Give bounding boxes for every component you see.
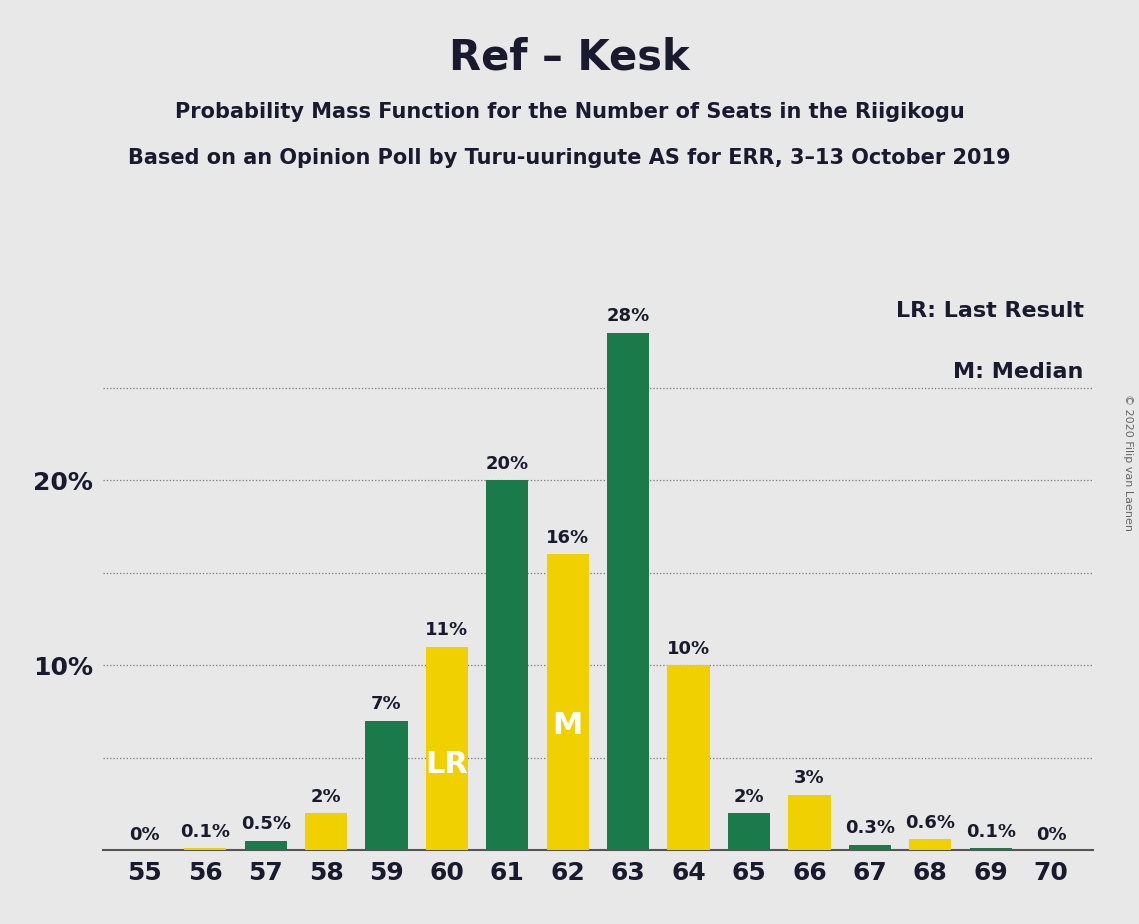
Text: Ref – Kesk: Ref – Kesk <box>449 37 690 79</box>
Text: Based on an Opinion Poll by Turu-uuringute AS for ERR, 3–13 October 2019: Based on an Opinion Poll by Turu-uuringu… <box>129 148 1010 168</box>
Bar <box>909 839 951 850</box>
Text: 28%: 28% <box>607 308 650 325</box>
Bar <box>728 813 770 850</box>
Text: LR: LR <box>426 750 468 779</box>
Bar <box>547 554 589 850</box>
Bar <box>969 848 1011 850</box>
Text: 0%: 0% <box>130 826 161 844</box>
Text: 0.5%: 0.5% <box>240 816 290 833</box>
Text: M: M <box>552 711 583 740</box>
Text: 0.3%: 0.3% <box>845 820 895 837</box>
Text: Probability Mass Function for the Number of Seats in the Riigikogu: Probability Mass Function for the Number… <box>174 102 965 122</box>
Text: © 2020 Filip van Laenen: © 2020 Filip van Laenen <box>1123 394 1133 530</box>
Bar <box>607 333 649 850</box>
Bar <box>185 848 227 850</box>
Text: M: Median: M: Median <box>953 362 1083 383</box>
Bar <box>426 647 468 850</box>
Text: 20%: 20% <box>485 456 528 473</box>
Bar <box>486 480 528 850</box>
Bar <box>245 841 287 850</box>
Text: 0.6%: 0.6% <box>906 814 956 832</box>
Text: 7%: 7% <box>371 696 402 713</box>
Bar <box>788 795 830 850</box>
Text: LR: Last Result: LR: Last Result <box>895 301 1083 322</box>
Text: 0.1%: 0.1% <box>966 823 1016 841</box>
Text: 2%: 2% <box>311 788 342 806</box>
Text: 16%: 16% <box>547 529 589 547</box>
Text: 2%: 2% <box>734 788 764 806</box>
Bar <box>667 665 710 850</box>
Bar <box>305 813 347 850</box>
Text: 0.1%: 0.1% <box>180 823 230 841</box>
Bar <box>849 845 891 850</box>
Text: 10%: 10% <box>667 640 711 658</box>
Text: 0%: 0% <box>1035 826 1066 844</box>
Bar <box>366 721 408 850</box>
Text: 11%: 11% <box>425 622 468 639</box>
Text: 3%: 3% <box>794 770 825 787</box>
